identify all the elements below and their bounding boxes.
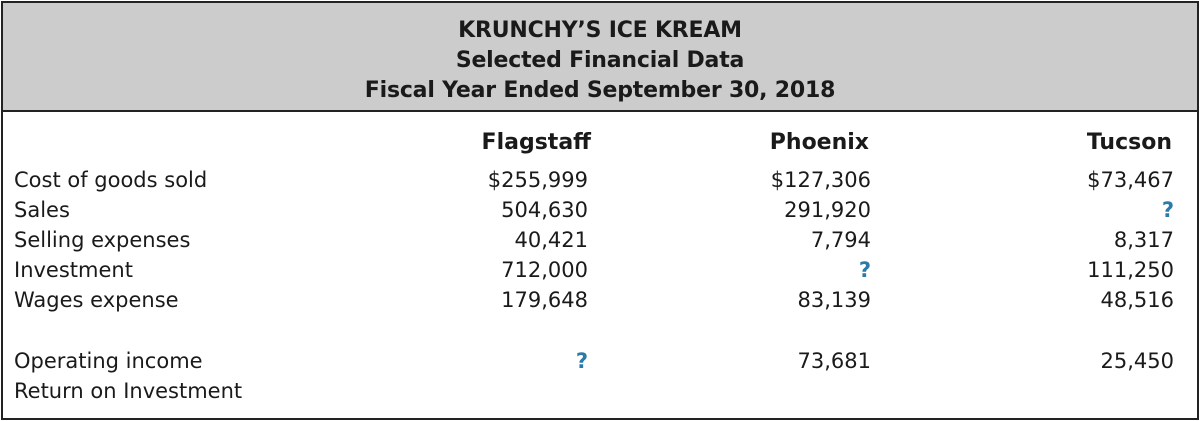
table-body: Flagstaff Phoenix Tucson Cost of goods s… bbox=[3, 114, 1197, 420]
cell-tucson: 25,450 bbox=[1100, 349, 1174, 373]
table-row: Wages expense 179,648 83,139 48,516 bbox=[3, 285, 1197, 315]
cell-tucson: $73,467 bbox=[1087, 168, 1174, 192]
row-label: Cost of goods sold bbox=[14, 168, 208, 192]
cell-flagstaff: 712,000 bbox=[501, 258, 588, 282]
column-header-flagstaff: Flagstaff bbox=[481, 130, 591, 155]
cell-phoenix: 73,681 bbox=[797, 349, 871, 373]
row-label: Sales bbox=[14, 198, 70, 222]
column-header-phoenix: Phoenix bbox=[769, 130, 869, 155]
cell-tucson: ? bbox=[1161, 198, 1174, 222]
cell-phoenix: 83,139 bbox=[797, 288, 871, 312]
column-headers: Flagstaff Phoenix Tucson bbox=[3, 128, 1197, 158]
table-row: Cost of goods sold $255,999 $127,306 $73… bbox=[3, 165, 1197, 195]
table-row: Investment 712,000 ? 111,250 bbox=[3, 255, 1197, 285]
cell-phoenix: 291,920 bbox=[784, 198, 871, 222]
report-subtitle: Selected Financial Data bbox=[455, 48, 745, 73]
row-label: Return on Investment bbox=[14, 379, 243, 403]
column-header-tucson: Tucson bbox=[1086, 130, 1172, 155]
cell-phoenix: 7,794 bbox=[810, 228, 871, 252]
cell-tucson: 48,516 bbox=[1100, 288, 1174, 312]
cell-phoenix: $127,306 bbox=[770, 168, 871, 192]
cell-flagstaff: 504,630 bbox=[501, 198, 588, 222]
cell-flagstaff: 40,421 bbox=[514, 228, 588, 252]
cell-tucson: 111,250 bbox=[1087, 258, 1174, 282]
row-label: Selling expenses bbox=[14, 228, 191, 252]
company-name: KRUNCHY’S ICE KREAM bbox=[458, 18, 742, 43]
table-row: Operating income ? 73,681 25,450 bbox=[3, 346, 1197, 376]
table-header: KRUNCHY’S ICE KREAM Selected Financial D… bbox=[3, 3, 1197, 112]
table-row: Return on Investment bbox=[3, 376, 1197, 406]
table-row: Selling expenses 40,421 7,794 8,317 bbox=[3, 225, 1197, 255]
row-label: Operating income bbox=[14, 349, 203, 373]
cell-flagstaff: ? bbox=[575, 349, 588, 373]
cell-tucson: 8,317 bbox=[1113, 228, 1174, 252]
row-label: Investment bbox=[14, 258, 133, 282]
cell-flagstaff: 179,648 bbox=[501, 288, 588, 312]
cell-phoenix: ? bbox=[858, 258, 871, 282]
row-label: Wages expense bbox=[14, 288, 179, 312]
table-row: Sales 504,630 291,920 ? bbox=[3, 195, 1197, 225]
cell-flagstaff: $255,999 bbox=[487, 168, 588, 192]
report-period: Fiscal Year Ended September 30, 2018 bbox=[364, 78, 836, 103]
